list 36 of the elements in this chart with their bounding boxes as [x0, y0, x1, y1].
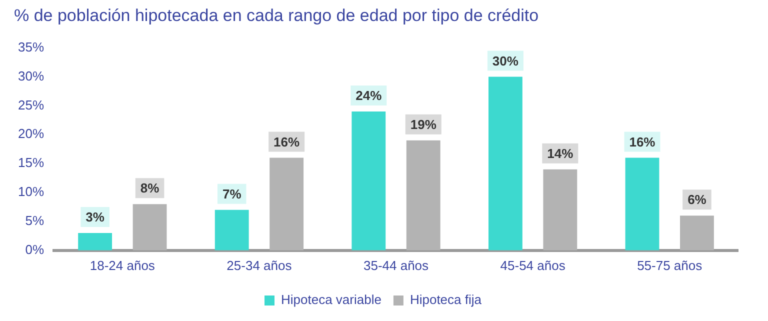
data-label: 7% — [222, 186, 242, 202]
x-tick-label: 45-54 años — [500, 258, 566, 273]
bar — [270, 158, 304, 250]
bar — [488, 76, 522, 250]
data-label: 16% — [274, 134, 300, 150]
bar — [214, 210, 249, 250]
data-label: 24% — [356, 88, 382, 104]
data-label: 30% — [492, 53, 519, 68]
x-tick-label: 55-75 años — [637, 258, 703, 273]
y-tick-label: 35% — [18, 39, 44, 54]
data-label: 14% — [547, 146, 574, 161]
bar — [543, 169, 578, 250]
bar — [352, 111, 386, 250]
bar — [132, 204, 167, 250]
bar — [625, 158, 660, 250]
legend-label: Hipoteca variable — [281, 292, 382, 308]
x-tick-label: 25-34 años — [226, 258, 292, 273]
data-label: 6% — [688, 192, 707, 208]
y-tick-label: 10% — [18, 184, 44, 200]
y-tick-label: 20% — [18, 126, 44, 142]
data-label: 16% — [629, 134, 656, 150]
y-tick-label: 30% — [18, 68, 44, 84]
x-tick-label: 18-24 años — [90, 258, 156, 273]
y-tick-label: 15% — [18, 155, 44, 170]
data-label: 8% — [140, 180, 160, 196]
chart-title: % de población hipotecada en cada rango de edad por tipo de crédito — [14, 6, 539, 26]
bar — [406, 140, 440, 250]
legend-label: Hipoteca fija — [410, 292, 482, 308]
data-label: 19% — [410, 116, 437, 132]
y-tick-label: 0% — [25, 242, 44, 257]
x-tick-label: 35-44 años — [363, 258, 430, 273]
bar — [78, 233, 112, 250]
y-tick-label: 5% — [25, 213, 44, 228]
y-tick-label: 25% — [18, 97, 44, 112]
bar — [680, 216, 714, 250]
data-label: 3% — [86, 210, 105, 225]
